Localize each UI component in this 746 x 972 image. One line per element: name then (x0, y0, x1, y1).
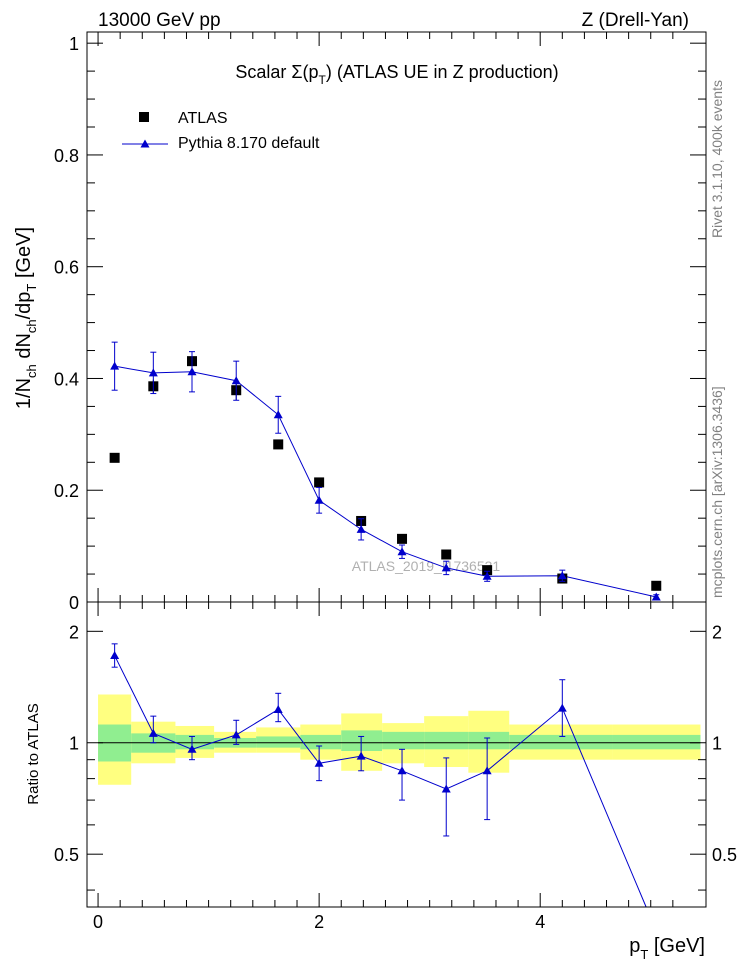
ratio-mc-point (557, 703, 567, 712)
atlas-data-point (482, 565, 493, 576)
ratio-ytick-label-right: 1 (712, 734, 722, 754)
mc-data-point (651, 592, 661, 601)
header-left-label: 13000 GeV pp (98, 10, 221, 31)
ylabel-part-3: /dp (13, 292, 35, 320)
ratio-band-inner (341, 730, 383, 751)
main-ytick-label: 0.2 (54, 481, 79, 501)
atlas-data-point (651, 580, 662, 591)
ratio-band-inner (612, 734, 701, 750)
atlas-data-point (273, 439, 284, 450)
ratio-band-inner (175, 734, 215, 750)
ratio-ytick-label-left: 0.5 (54, 845, 79, 865)
mc-data-point (110, 361, 120, 370)
ratio-band-inner (468, 731, 510, 750)
mc-data-point (397, 547, 407, 556)
ratio-ytick-label-right: 0.5 (712, 845, 737, 865)
main-title-pre: Scalar (235, 62, 291, 82)
ratio-mc-point (231, 730, 241, 739)
ratio-mc-point (356, 751, 366, 760)
ratio-panel: 0.5 0.5 1 1 2 2 0 2 4 Ratio to ATLAS pT [GeV] (25, 601, 737, 962)
ratio-band-inner (509, 734, 613, 750)
legend-data-marker (139, 112, 149, 122)
legend-data-label: ATLAS (178, 110, 228, 127)
watermark-label: ATLAS_2019_I1736531 (352, 558, 501, 574)
x-axis-label-sub: T (640, 947, 648, 962)
main-ylabel: 1/Nch dNch/dpT [GeV] (13, 227, 39, 409)
legend-mc-marker (140, 139, 150, 148)
main-panel: 0 0.2 0.4 0.6 0.8 1 ATLAS_2019_I1736531 Scala… (13, 31, 707, 613)
mc-data-point (148, 368, 158, 377)
ylabel-sub-3: T (24, 284, 39, 292)
ratio-ytick-label-left: 2 (69, 622, 79, 642)
atlas-data-point (441, 549, 452, 560)
x-axis-label: pT [GeV] (629, 935, 705, 962)
ratio-mc-point (397, 766, 407, 775)
main-title-post: ) (ATLAS UE in Z production) (326, 62, 559, 82)
ratio-mc-line (114, 655, 647, 908)
ratio-mc-point (441, 784, 451, 793)
mc-data-point (441, 563, 451, 572)
legend: ATLAS Pythia 8.170 default (122, 110, 320, 152)
ratio-plot-frame (86, 601, 707, 908)
legend-mc-label: Pythia 8.170 default (178, 135, 320, 152)
x-axis-label-post: [GeV] (648, 935, 705, 957)
ratio-band-inner (382, 731, 425, 750)
ratio-band-inner (256, 736, 301, 748)
mc-data-point (557, 571, 567, 580)
xtick-label: 2 (314, 912, 324, 932)
mc-data-point (356, 524, 366, 533)
ratio-mc-point (482, 766, 492, 775)
mc-data-point (231, 376, 241, 385)
ratio-ytick-label-left: 1 (69, 734, 79, 754)
main-title-sub: T (319, 73, 327, 87)
atlas-data-point (397, 533, 408, 544)
xtick-label: 0 (93, 912, 103, 932)
rivet-label: Rivet 3.1.10, 400k events (709, 80, 725, 238)
mcplots-label: mcplots.cern.ch [arXiv:1306.3436] (709, 386, 725, 598)
main-ytick-label: 0.8 (54, 146, 79, 166)
ylabel-sub-1: ch (24, 364, 39, 378)
ratio-mc-point (110, 651, 120, 660)
ratio-band-inner (300, 734, 342, 750)
mc-data-point (314, 495, 324, 504)
ylabel-part-4: [GeV] (13, 227, 35, 284)
main-title-sigma: Σ(p (291, 62, 318, 82)
x-axis-label-main: p (629, 935, 640, 957)
ratio-mc-point (273, 704, 283, 713)
ratio-mc-point (187, 744, 197, 753)
ylabel-part-2: dN (13, 333, 35, 364)
mc-data-point (187, 367, 197, 376)
ylabel-part-1: 1/N (13, 378, 35, 409)
ylabel-sub-2: ch (24, 319, 39, 333)
header-right-label: Z (Drell-Yan) (582, 10, 689, 31)
mc-data-point (273, 410, 283, 419)
ratio-ytick-label-right: 2 (712, 622, 722, 642)
main-ytick-label: 1 (69, 34, 79, 54)
ratio-mc-point (148, 728, 158, 737)
ratio-band-inner (424, 731, 469, 750)
main-ytick-label: 0.4 (54, 369, 79, 389)
xtick-label: 4 (535, 912, 545, 932)
svg-text:1/Nch dNch/dpT [GeV]: 1/Nch dNch/dpT [GeV] (13, 227, 39, 409)
ratio-ylabel: Ratio to ATLAS (25, 703, 42, 804)
main-ytick-label: 0.6 (54, 258, 79, 278)
mc-series-line (114, 365, 657, 598)
main-ytick-label: 0 (69, 593, 79, 613)
mc-data-point (482, 571, 492, 580)
ratio-mc-point (314, 758, 324, 767)
atlas-data-point (314, 477, 325, 488)
main-title: Scalar Σ(pT) (ATLAS UE in Z production) (235, 62, 558, 87)
atlas-data-point (109, 452, 120, 463)
